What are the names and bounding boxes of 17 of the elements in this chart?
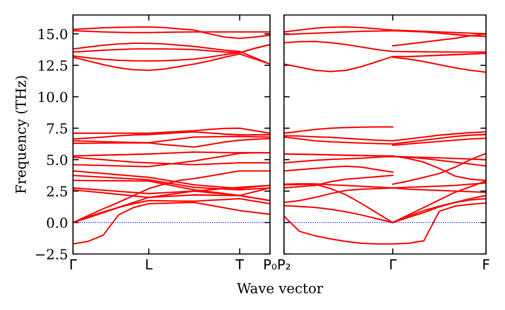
x-tick-label: L [146,259,153,270]
x-axis-title: Wave vector [236,283,324,294]
y-tick-label: 5.0 [47,154,68,166]
y-axis-title: Frequency (THz) [15,76,29,194]
x-tick-label: Γ [390,259,397,270]
y-tick-label: 2.5 [46,186,68,197]
y-tick-label: −2.5 [36,248,68,260]
x-tick-label: P₀ [264,259,276,270]
x-tick-label: F [483,259,490,270]
y-tick-label: 15.0 [38,28,68,40]
x-tick-label: Γ [70,259,77,270]
y-tick-label: 12.5 [38,60,68,71]
x-tick-label: P₂ [278,259,290,270]
y-tick-label: 0.0 [46,218,68,228]
x-tick-label: T [235,259,244,270]
y-tick-label: 7.5 [47,123,68,134]
y-tick-label: 10.0 [38,92,68,102]
